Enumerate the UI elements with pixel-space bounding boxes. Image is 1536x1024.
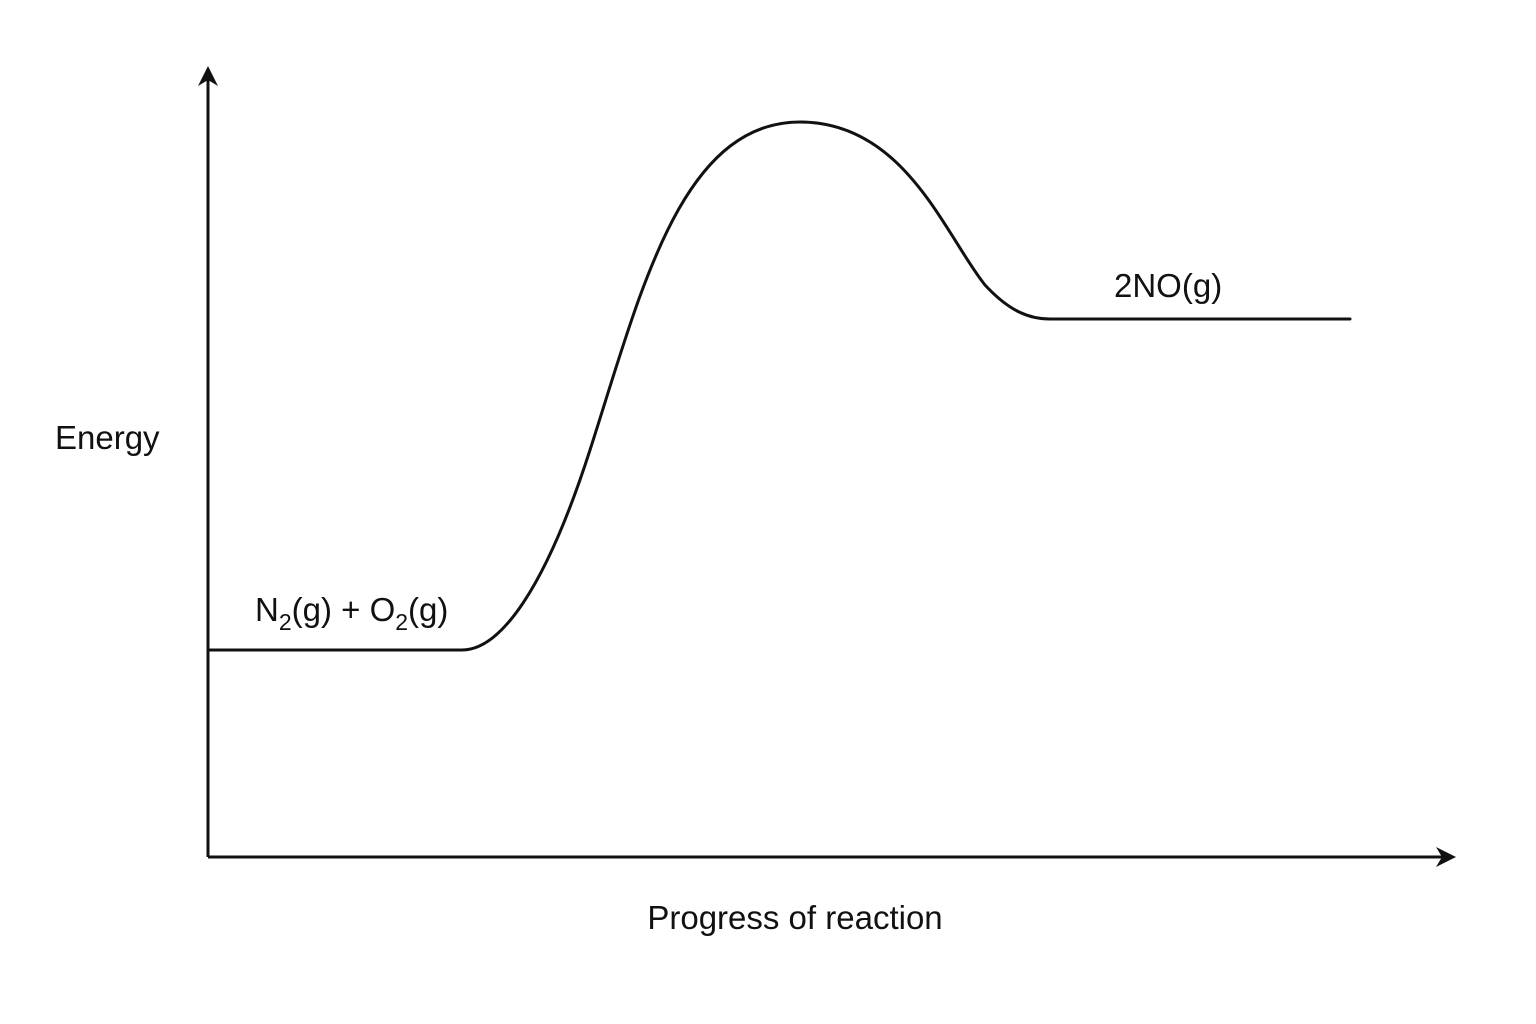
x-axis-label: Progress of reaction — [647, 899, 942, 936]
reaction-energy-curve — [206, 120, 1352, 652]
reactant-end-text: (g) — [408, 591, 448, 628]
y-axis-arrowhead — [198, 66, 218, 86]
reactant-n-subscript: 2 — [279, 609, 292, 635]
y-axis-label: Energy — [55, 419, 160, 456]
reactant-n-symbol: N — [255, 591, 279, 628]
x-axis-arrowhead — [1436, 847, 1456, 867]
reactants-label: N2(g) + O2(g) — [255, 591, 448, 635]
reactant-middle-text: (g) + O — [292, 591, 396, 628]
reactant-o-subscript: 2 — [395, 609, 408, 635]
products-label: 2NO(g) — [1114, 267, 1222, 304]
